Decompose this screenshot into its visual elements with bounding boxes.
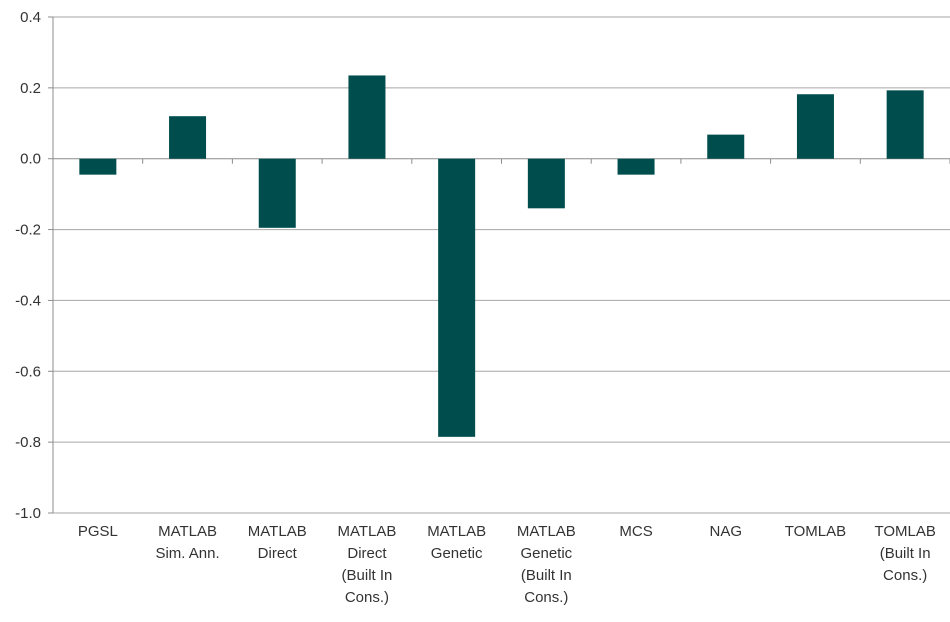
- y-tick-labels: 0.4 0.2 0.0 -0.2 -0.4 -0.6 -0.8 -1.0: [15, 9, 41, 522]
- y-tick-label: -0.4: [15, 292, 41, 309]
- y-tick-label: 0.2: [20, 80, 41, 97]
- category-label-line: Direct: [258, 545, 298, 562]
- category-label: NAG: [709, 523, 742, 540]
- category-label-line: NAG: [709, 523, 742, 540]
- category-label-line: Sim. Ann.: [155, 545, 219, 562]
- category-label-line: (Built In: [342, 567, 393, 584]
- bar: [348, 75, 386, 159]
- category-label-line: Cons.): [345, 589, 389, 606]
- category-label-line: Genetic: [520, 545, 572, 562]
- category-label-line: MATLAB: [517, 523, 576, 540]
- category-label-line: TOMLAB: [785, 523, 846, 540]
- y-tick-label: -1.0: [15, 505, 41, 522]
- category-label: TOMLAB: [785, 523, 846, 540]
- bar: [438, 158, 476, 437]
- bar: [707, 134, 745, 159]
- bar: [527, 158, 565, 209]
- category-labels: PGSL MATLAB Sim. Ann. MATLAB Direct MATLAB Dir…: [78, 523, 936, 606]
- y-tick-label: 0.4: [20, 9, 41, 26]
- bars: [79, 75, 924, 437]
- category-label-line: MCS: [619, 523, 652, 540]
- y-tick-label: -0.2: [15, 222, 41, 239]
- bar: [79, 158, 117, 175]
- bar: [796, 94, 834, 159]
- bar: [169, 116, 207, 159]
- category-label-line: MATLAB: [158, 523, 217, 540]
- gridlines: [53, 16, 950, 514]
- y-tick-label: -0.6: [15, 363, 41, 380]
- category-label: MATLAB Direct: [248, 523, 307, 562]
- category-label-line: (Built In: [880, 545, 931, 562]
- category-label: MATLAB Sim. Ann.: [155, 523, 219, 562]
- category-label: MATLAB Genetic (Built In Cons.): [517, 523, 576, 606]
- category-label-line: PGSL: [78, 523, 118, 540]
- category-label-line: Cons.): [524, 589, 568, 606]
- category-label-line: MATLAB: [337, 523, 396, 540]
- category-label: MATLAB Direct (Built In Cons.): [337, 523, 396, 606]
- y-tick-label: -0.8: [15, 434, 41, 451]
- category-label-line: TOMLAB: [874, 523, 935, 540]
- category-label-line: Cons.): [883, 567, 927, 584]
- category-label-line: Genetic: [431, 545, 483, 562]
- y-tick-label: 0.0: [20, 151, 41, 168]
- axes: [48, 16, 950, 514]
- category-label: MCS: [619, 523, 652, 540]
- category-label: TOMLAB (Built In Cons.): [874, 523, 935, 584]
- bar: [258, 158, 296, 228]
- category-label: MATLAB Genetic: [427, 523, 486, 562]
- bar: [886, 90, 924, 159]
- category-label-line: (Built In: [521, 567, 572, 584]
- category-label: PGSL: [78, 523, 118, 540]
- category-label-line: Direct: [347, 545, 387, 562]
- category-label-line: MATLAB: [427, 523, 486, 540]
- bar: [617, 158, 655, 175]
- category-label-line: MATLAB: [248, 523, 307, 540]
